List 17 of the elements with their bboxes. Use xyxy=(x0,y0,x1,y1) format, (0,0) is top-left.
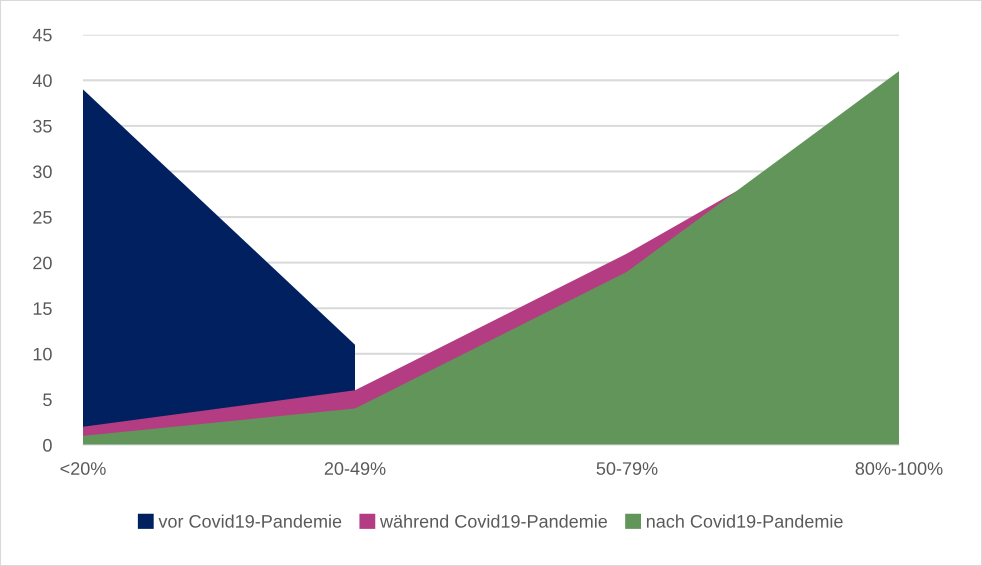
legend-label: vor Covid19-Pandemie xyxy=(158,514,342,528)
y-tick-label: 40 xyxy=(32,74,52,88)
y-tick-label: 20 xyxy=(33,256,52,270)
y-tick-label: 25 xyxy=(33,210,52,224)
x-tick-label: 80%-100% xyxy=(856,462,943,475)
y-tick-label: 5 xyxy=(43,394,52,406)
x-tick-label: <20% xyxy=(60,462,106,475)
y-tick-label: 0 xyxy=(43,438,52,452)
legend-label: nach Covid19-Pandemie xyxy=(646,514,843,528)
x-tick-label: 50-79% xyxy=(596,462,658,475)
y-tick-label: 10 xyxy=(34,348,52,361)
y-tick-label: 15 xyxy=(34,302,52,315)
legend-label: während Covid19-Pandemie xyxy=(380,514,608,528)
y-tick-label: 35 xyxy=(33,120,52,133)
x-tick-label: 20-49% xyxy=(324,462,386,475)
y-tick-label: 45 xyxy=(32,28,52,42)
y-tick-label: 30 xyxy=(33,165,52,178)
